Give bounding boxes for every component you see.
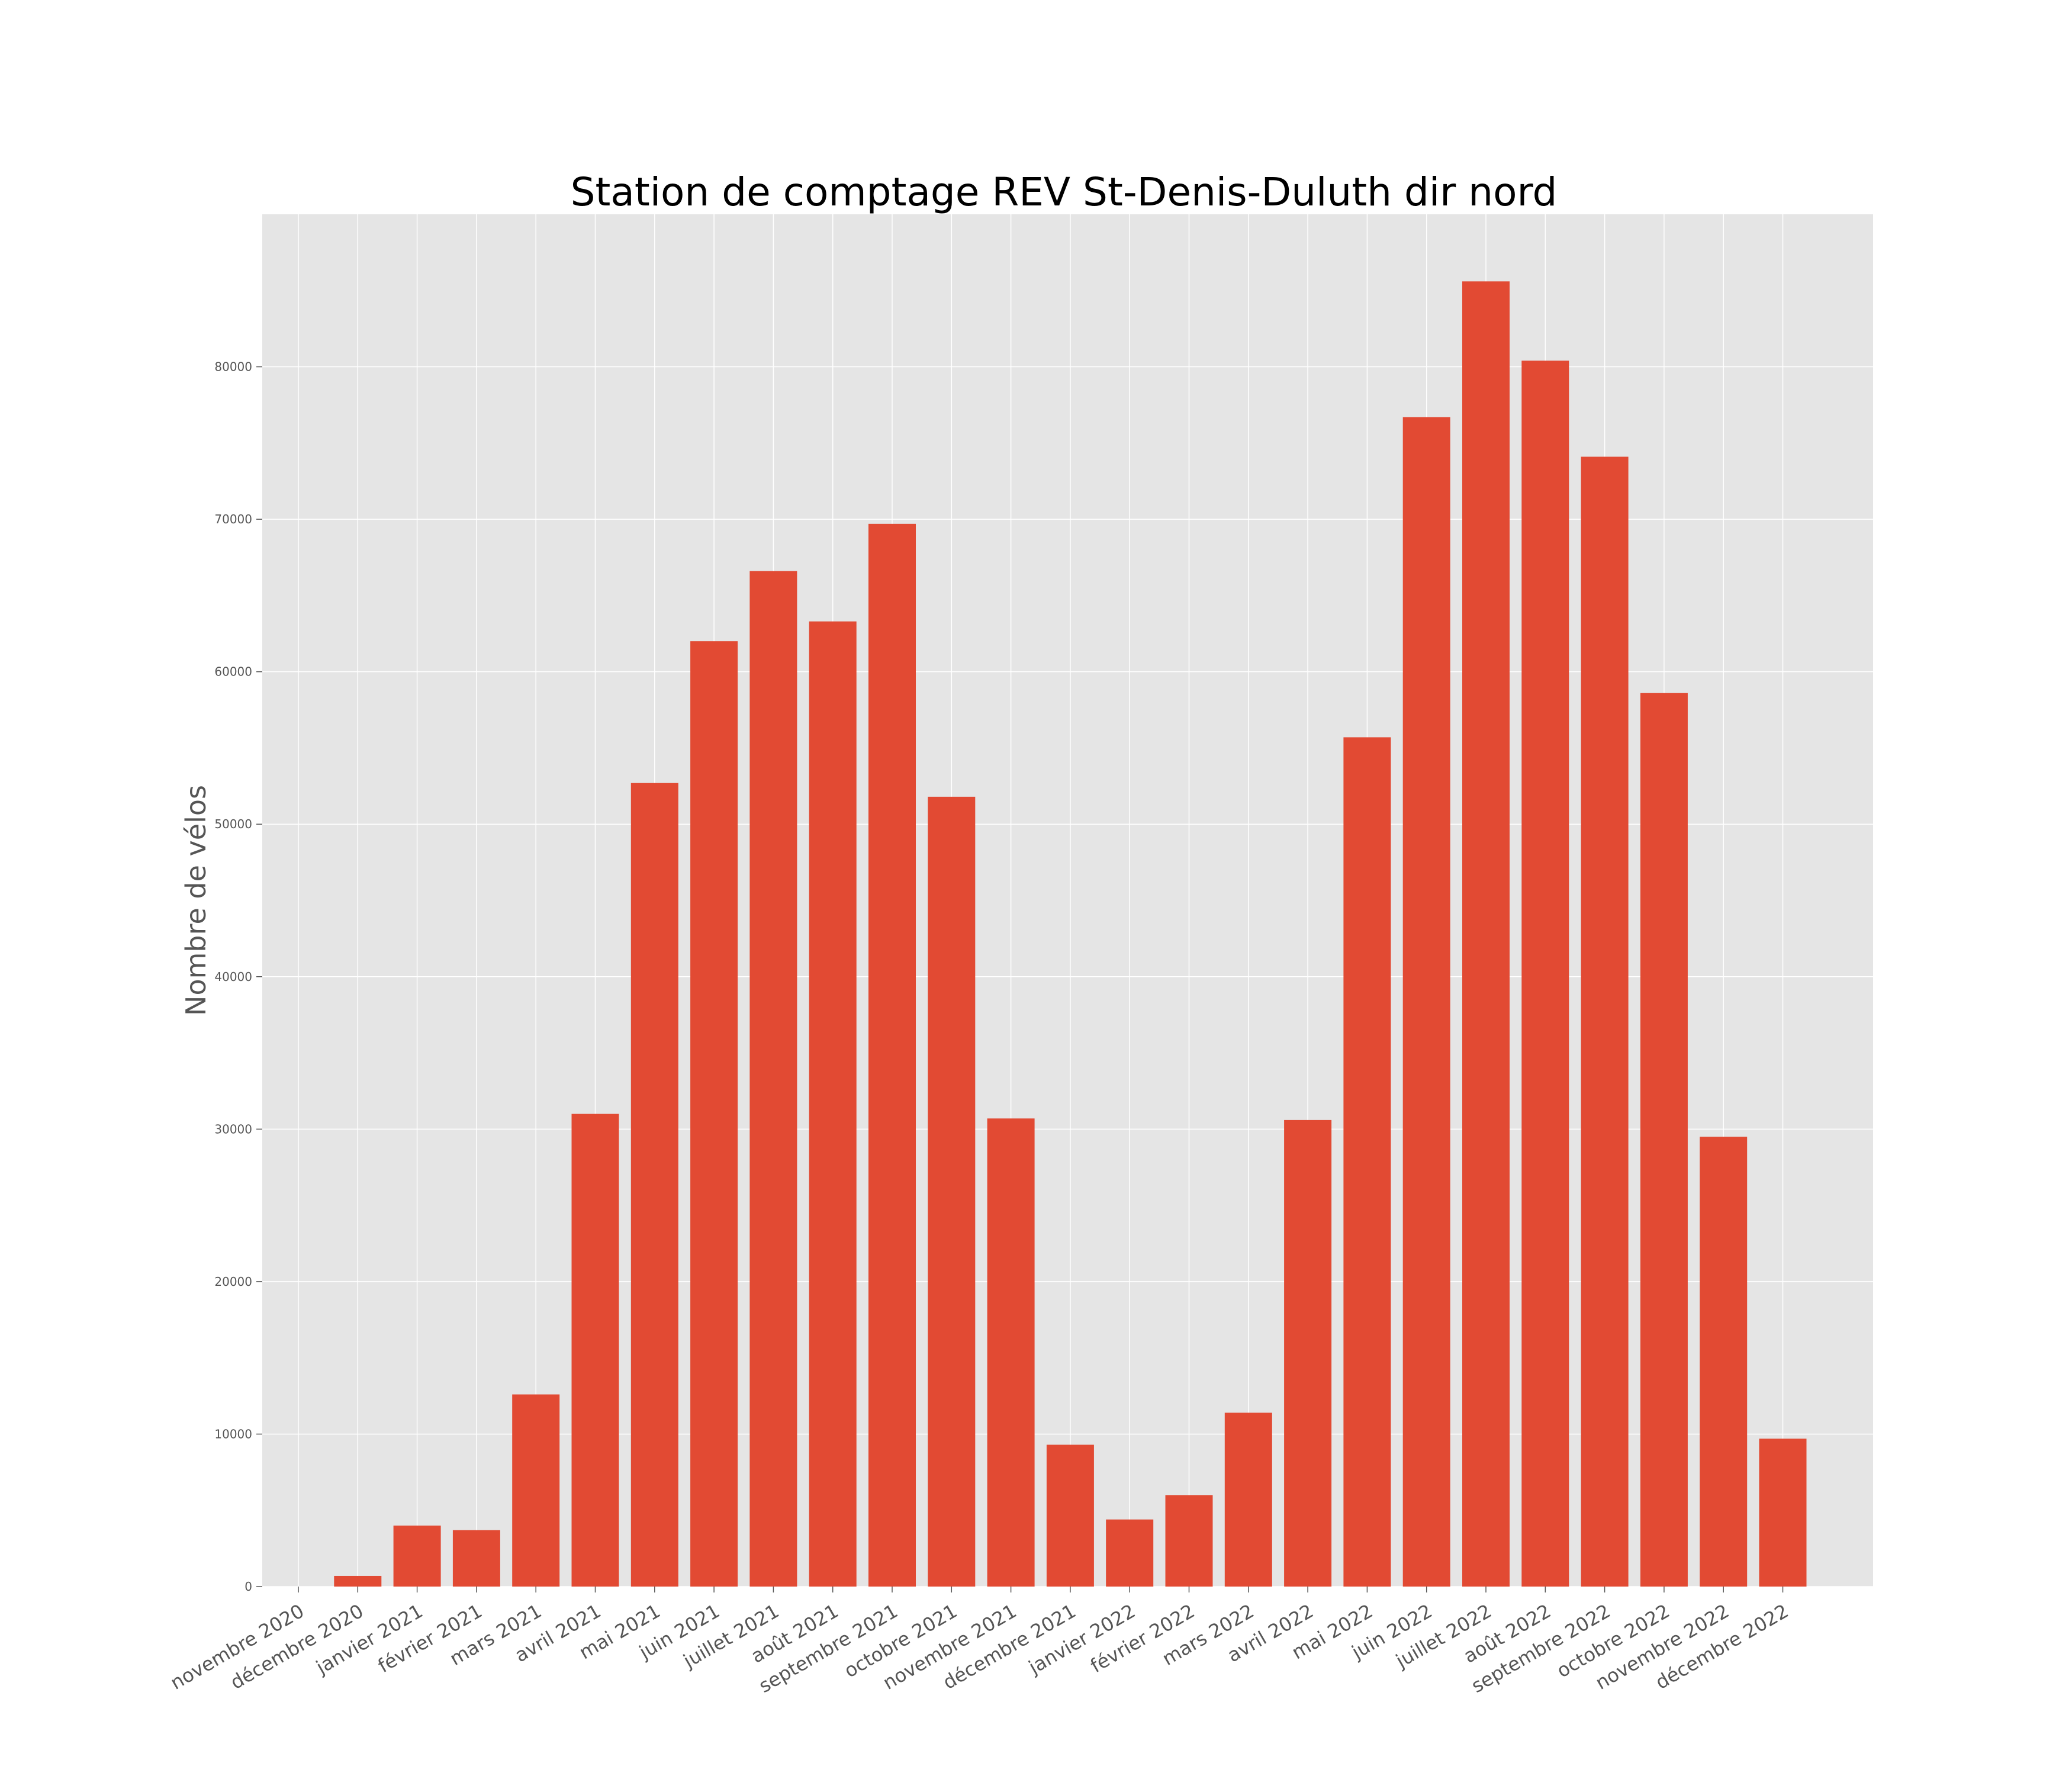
bar bbox=[1224, 1413, 1272, 1587]
bar bbox=[1462, 281, 1510, 1587]
y-tick-label: 0 bbox=[244, 1579, 252, 1594]
y-tick-label: 60000 bbox=[214, 665, 252, 679]
bar bbox=[452, 1530, 500, 1587]
bar bbox=[809, 621, 857, 1587]
bar bbox=[1402, 417, 1450, 1587]
plot-background bbox=[262, 214, 1873, 1587]
bar bbox=[630, 783, 678, 1587]
y-tick-label: 10000 bbox=[214, 1427, 252, 1441]
y-tick-label: 70000 bbox=[214, 512, 252, 526]
bar bbox=[512, 1394, 560, 1587]
bar bbox=[1521, 361, 1569, 1587]
y-tick-label: 50000 bbox=[214, 817, 252, 831]
y-axis-label: Nombre de vélos bbox=[180, 785, 212, 1016]
bar bbox=[334, 1575, 382, 1587]
y-tick-label: 20000 bbox=[214, 1275, 252, 1289]
bars bbox=[334, 281, 1807, 1587]
bar bbox=[928, 796, 976, 1587]
chart-title: Station de comptage REV St-Denis-Duluth … bbox=[571, 169, 1558, 215]
bar bbox=[393, 1525, 441, 1587]
bar bbox=[1700, 1137, 1748, 1587]
y-tick-label: 40000 bbox=[214, 970, 252, 984]
bar bbox=[1284, 1119, 1332, 1587]
bar bbox=[749, 571, 797, 1587]
bar bbox=[571, 1114, 619, 1587]
bar bbox=[1640, 693, 1688, 1587]
y-tick-label: 80000 bbox=[214, 360, 252, 374]
bar bbox=[1165, 1495, 1213, 1587]
bar bbox=[690, 641, 738, 1587]
y-tick-label: 30000 bbox=[214, 1122, 252, 1136]
bar bbox=[987, 1118, 1035, 1587]
bar bbox=[1581, 456, 1629, 1587]
bar bbox=[1759, 1439, 1807, 1587]
bar bbox=[1106, 1519, 1154, 1587]
bar bbox=[1046, 1444, 1094, 1587]
y-axis: 0 10000 20000 30000 40000 50000 60000 70000 8000… bbox=[214, 360, 262, 1594]
bar bbox=[1343, 737, 1391, 1587]
bar bbox=[868, 523, 916, 1587]
